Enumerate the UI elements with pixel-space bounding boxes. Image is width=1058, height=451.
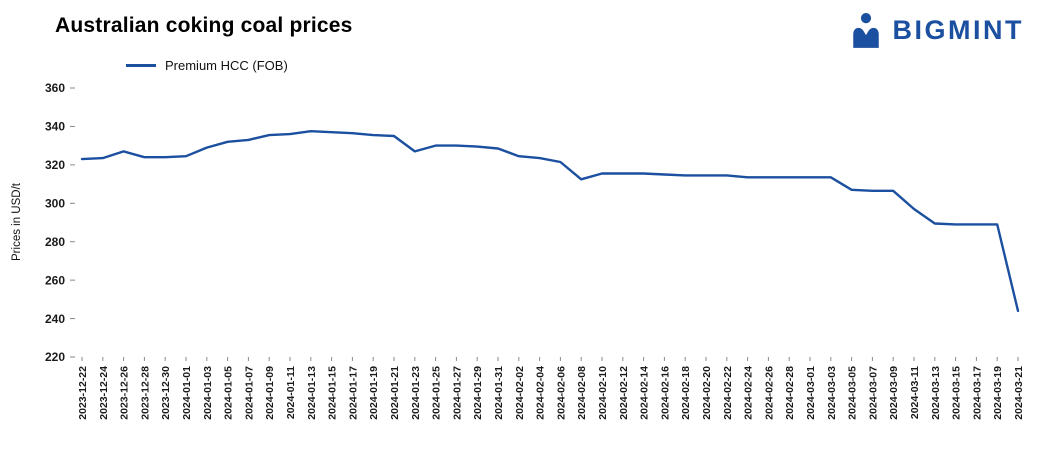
y-tick-label: 300 [45,196,65,210]
x-tick-label: 2024-03-11 [909,366,921,419]
bigmint-logo-text: BIGMINT [892,14,1024,45]
x-tick-label: 2024-01-15 [327,366,339,420]
x-tick-label: 2024-01-07 [243,366,255,420]
x-tick-label: 2024-03-07 [867,366,879,420]
x-tick-label: 2024-01-29 [472,366,484,420]
x-tick-label: 2024-01-23 [410,366,422,420]
legend-line-swatch [126,64,156,67]
x-tick-label: 2024-03-03 [826,366,838,420]
y-tick-label: 240 [45,312,65,326]
y-tick-label: 260 [45,273,65,287]
x-tick-label: 2023-12-28 [139,366,151,420]
x-tick-label: 2024-01-01 [181,366,193,420]
x-tick-label: 2024-01-03 [202,366,214,420]
legend: Premium HCC (FOB) [126,58,288,73]
y-tick-label: 280 [45,235,65,249]
x-tick-label: 2024-02-16 [659,366,671,420]
x-tick-label: 2024-02-02 [514,366,526,420]
x-tick-label: 2024-01-05 [223,366,235,420]
x-tick-label: 2024-02-24 [743,366,755,420]
x-tick-label: 2024-03-05 [847,366,859,420]
x-tick-label: 2024-03-15 [951,366,963,420]
x-tick-label: 2024-01-09 [264,366,276,420]
x-tick-label: 2024-03-09 [888,366,900,420]
x-tick-label: 2024-02-28 [784,366,796,420]
x-tick-label: 2024-02-26 [763,366,775,420]
x-tick-label: 2024-01-11 [285,366,297,419]
x-tick-label: 2024-01-21 [389,366,401,420]
x-tick-label: 2024-02-08 [576,366,588,420]
x-tick-label: 2024-03-13 [930,366,942,420]
price-line [80,129,1020,313]
x-tick-label: 2023-12-24 [98,366,110,420]
x-tick-label: 2024-01-27 [451,366,463,420]
y-tick-label: 360 [45,81,65,95]
x-tick-label: 2024-02-18 [680,366,692,420]
x-tick-label: 2024-02-14 [639,366,651,420]
y-tick-label: 220 [45,350,65,364]
x-tick-label: 2024-02-12 [618,366,630,420]
bigmint-logo: BIGMINT [849,12,1025,48]
x-tick-label: 2023-12-26 [119,366,131,420]
x-tick-label: 2024-03-21 [1013,366,1025,420]
x-tick-label: 2024-02-06 [555,366,567,420]
x-tick-label: 2024-02-20 [701,366,713,420]
x-tick-label: 2024-01-19 [368,366,380,420]
x-tick-label: 2024-03-19 [992,366,1004,420]
x-tick-label: 2024-02-04 [535,366,547,420]
y-tick-label: 320 [45,158,65,172]
x-tick-label: 2023-12-22 [77,366,89,420]
x-tick-label: 2024-03-17 [971,366,983,420]
x-tick-label: 2024-01-13 [306,366,318,420]
x-tick-label: 2024-01-31 [493,366,505,420]
x-tick-label: 2024-03-01 [805,366,817,420]
y-tick-label: 340 [45,120,65,134]
legend-label: Premium HCC (FOB) [165,58,288,73]
x-tick-label: 2024-02-10 [597,366,609,420]
page-title: Australian coking coal prices [55,14,353,37]
x-tick-label: 2024-01-17 [347,366,359,420]
bigmint-logo-icon [849,12,883,48]
x-tick-label: 2023-12-30 [160,366,172,420]
x-tick-label: 2024-02-22 [722,366,734,420]
x-tick-label: 2024-01-25 [431,366,443,420]
